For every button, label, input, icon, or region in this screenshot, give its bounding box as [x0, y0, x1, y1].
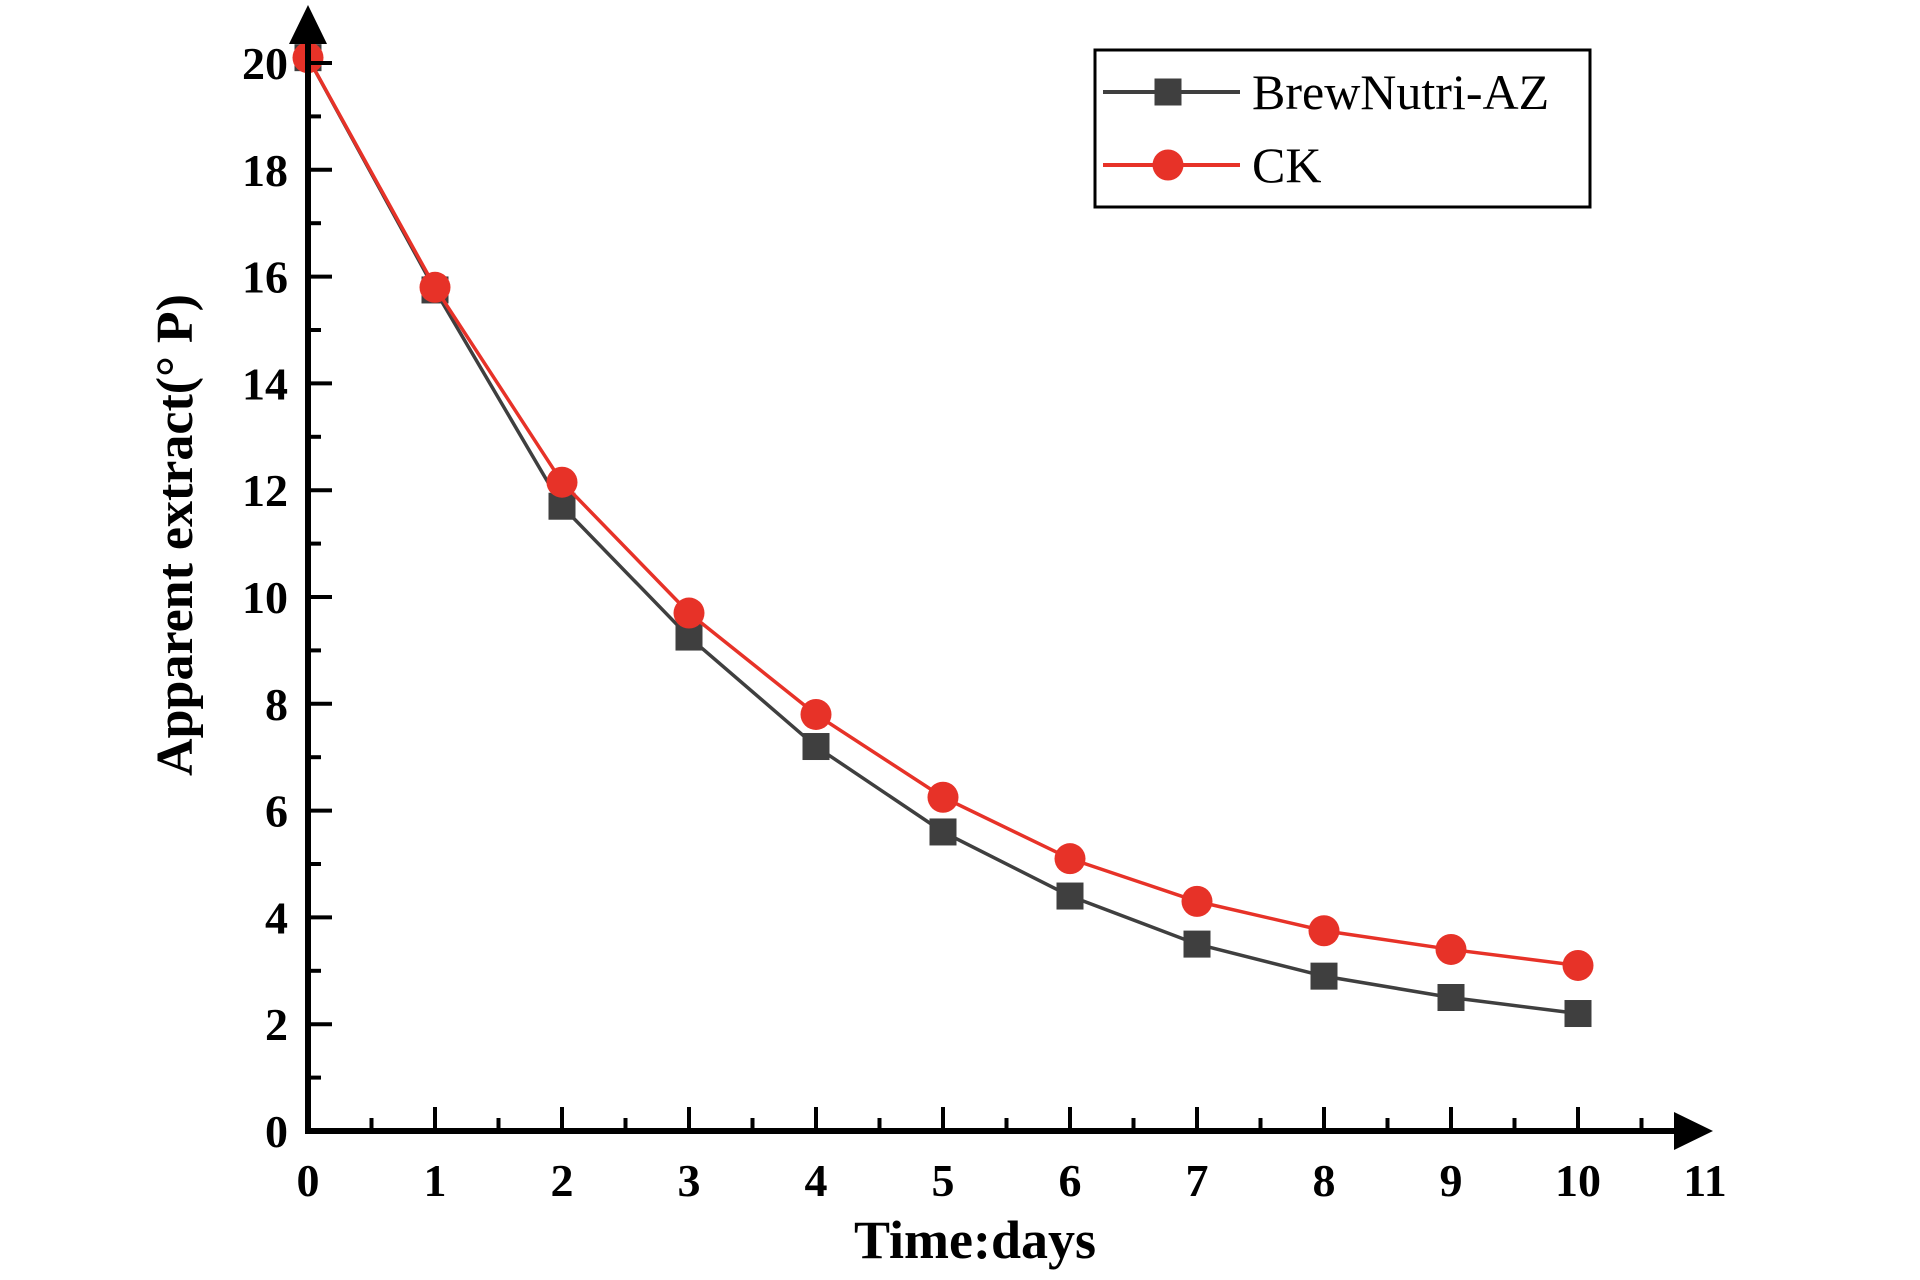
x-tick-label: 9: [1440, 1155, 1463, 1206]
x-tick-label: 1: [424, 1155, 447, 1206]
y-tick-label: 10: [242, 572, 288, 623]
y-tick-label: 4: [265, 892, 288, 943]
data-point-brewnutri-az: [929, 818, 957, 846]
legend: BrewNutri-AZ CK: [1093, 48, 1592, 209]
data-point-ck: [1181, 885, 1213, 917]
y-axis-arrow-icon: [289, 5, 327, 44]
data-point-ck: [546, 466, 578, 498]
data-point-ck: [673, 597, 705, 629]
y-tick-label: 14: [242, 358, 288, 409]
x-axis-title: Time:days: [854, 1210, 1096, 1270]
y-tick-label: 18: [242, 145, 288, 196]
y-tick-label: 20: [242, 38, 288, 89]
data-point-ck: [1435, 933, 1467, 965]
x-tick-label: 2: [551, 1155, 574, 1206]
data-point-brewnutri-az: [802, 733, 830, 761]
data-point-ck: [927, 781, 959, 813]
y-tick-label: 6: [265, 786, 288, 837]
y-axis-title: Apparent extract(° P): [147, 294, 204, 776]
data-point-ck: [1308, 915, 1340, 947]
x-axis-arrow-icon: [1674, 1112, 1713, 1150]
data-point-brewnutri-az: [1437, 984, 1465, 1011]
legend-label-ck: CK: [1252, 137, 1321, 193]
x-tick-label: 6: [1059, 1155, 1082, 1206]
x-tick-label: 0: [297, 1155, 320, 1206]
x-tick-label: 4: [805, 1155, 828, 1206]
y-tick-label: 0: [265, 1106, 288, 1157]
legend-marker-brewnutri-az: [1154, 78, 1182, 106]
x-tick-label: 8: [1313, 1155, 1336, 1206]
x-tick-label: 3: [678, 1155, 701, 1206]
data-point-ck: [1562, 949, 1594, 981]
data-point-brewnutri-az: [1564, 1000, 1592, 1028]
data-point-brewnutri-az: [1183, 930, 1211, 958]
data-point-ck: [419, 271, 451, 303]
data-point-ck: [800, 698, 832, 730]
y-tick-label: 16: [242, 252, 288, 303]
series-layer: [292, 42, 1594, 1028]
x-tick-label: 10: [1555, 1155, 1601, 1206]
legend-box: [1093, 48, 1592, 209]
legend-marker-ck: [1152, 149, 1184, 181]
legend-label-brewnutri-az: BrewNutri-AZ: [1252, 64, 1549, 120]
y-tick-label: 2: [265, 999, 288, 1050]
y-tick-label: 8: [265, 679, 288, 730]
x-tick-label: 5: [932, 1155, 955, 1206]
ticks-layer: [306, 61, 1644, 1133]
data-point-ck: [1054, 843, 1086, 875]
data-point-brewnutri-az: [1310, 962, 1338, 990]
y-tick-label: 12: [242, 465, 288, 516]
legend-entries: BrewNutri-AZ CK: [1103, 64, 1549, 193]
x-tick-label: 7: [1186, 1155, 1209, 1206]
x-tick-label: 11: [1683, 1155, 1726, 1206]
data-point-brewnutri-az: [1056, 882, 1084, 910]
